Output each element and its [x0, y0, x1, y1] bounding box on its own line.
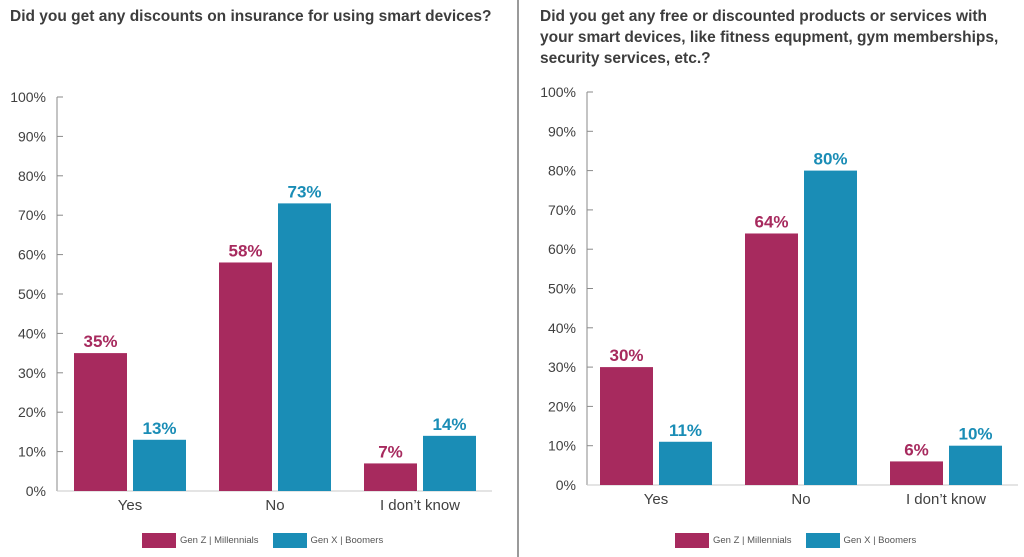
data-label: 14%	[432, 415, 466, 434]
y-tick-label: 30%	[548, 359, 576, 375]
chart-panel-discounts: Did you get any discounts on insurance f…	[10, 8, 492, 548]
data-label: 58%	[228, 241, 262, 260]
y-tick-label: 60%	[18, 247, 46, 263]
y-tick-label: 80%	[18, 168, 46, 184]
bar	[890, 461, 943, 485]
chart-panel-free-products: Did you get any free or discounted produ…	[520, 0, 1024, 557]
y-tick-label: 60%	[548, 241, 576, 257]
y-tick-label: 20%	[548, 398, 576, 414]
data-label: 13%	[142, 419, 176, 438]
y-tick-label: 30%	[18, 365, 46, 381]
y-tick-label: 0%	[26, 483, 46, 499]
x-category-label: I don’t know	[380, 497, 460, 514]
y-tick-label: 100%	[540, 84, 576, 100]
y-tick-label: 0%	[556, 477, 576, 493]
bar	[804, 170, 857, 485]
y-tick-label: 50%	[548, 281, 576, 297]
legend-swatch	[675, 533, 709, 548]
x-category-label: Yes	[644, 491, 668, 508]
legend-label: Gen Z | Millennials	[713, 535, 792, 546]
data-label: 30%	[609, 346, 643, 365]
legend: Gen Z | Millennials Gen X | Boomers	[675, 533, 930, 548]
bar	[278, 203, 331, 491]
y-tick-label: 70%	[18, 207, 46, 223]
y-tick-label: 90%	[548, 123, 576, 139]
bar	[745, 233, 798, 485]
legend-item-gen-z-millennials: Gen Z | Millennials	[675, 533, 792, 548]
y-tick-label: 10%	[548, 438, 576, 454]
y-tick-label: 40%	[548, 320, 576, 336]
legend-item-gen-x-boomers: Gen X | Boomers	[272, 533, 384, 548]
chart-title: Did you get any free or discounted produ…	[540, 8, 999, 67]
chart-title: Did you get any discounts on insurance f…	[10, 8, 492, 25]
bar-chart-discounts: 0% 10% 20% 30% 40% 50% 60% 70% 80% 90% 100% 35% 13% Y…	[10, 89, 492, 514]
legend-label: Gen Z | Millennials	[180, 535, 259, 546]
y-tick-label: 70%	[548, 202, 576, 218]
y-tick-label: 50%	[18, 286, 46, 302]
bar	[949, 445, 1002, 485]
bar	[219, 262, 272, 491]
bar	[133, 439, 186, 491]
bar	[659, 441, 712, 485]
bar	[364, 463, 417, 491]
y-tick-label: 40%	[18, 325, 46, 341]
y-tick-label: 100%	[10, 89, 46, 105]
bar	[423, 435, 476, 491]
panel-divider	[517, 0, 519, 557]
x-category-label: No	[791, 491, 810, 508]
bar-chart-free-products: 0% 10% 20% 30% 40% 50% 60% 70% 80% 90% 100% 30% 11% Y…	[540, 84, 1018, 508]
legend-item-gen-x-boomers: Gen X | Boomers	[805, 533, 917, 548]
legend-label: Gen X | Boomers	[310, 535, 384, 546]
y-tick-label: 90%	[18, 128, 46, 144]
x-category-label: I don’t know	[906, 491, 986, 508]
data-label: 80%	[813, 150, 847, 169]
legend-item-gen-z-millennials: Gen Z | Millennials	[142, 533, 259, 548]
data-label: 11%	[669, 421, 702, 440]
x-category-label: Yes	[118, 497, 142, 514]
y-tick-label: 80%	[548, 163, 576, 179]
data-label: 64%	[754, 212, 788, 231]
data-label: 73%	[287, 182, 321, 201]
y-tick-label: 10%	[18, 444, 46, 460]
legend: Gen Z | Millennials Gen X | Boomers	[142, 533, 397, 548]
bar	[74, 353, 127, 491]
data-label: 35%	[83, 332, 117, 351]
legend-swatch	[272, 533, 307, 548]
legend-swatch	[142, 533, 176, 548]
x-category-label: No	[265, 497, 284, 514]
bar	[600, 367, 653, 485]
data-label: 7%	[378, 442, 403, 461]
legend-label: Gen X | Boomers	[843, 535, 917, 546]
legend-swatch	[805, 533, 840, 548]
data-label: 10%	[958, 425, 992, 444]
data-label: 6%	[904, 440, 929, 459]
y-tick-label: 20%	[18, 404, 46, 420]
